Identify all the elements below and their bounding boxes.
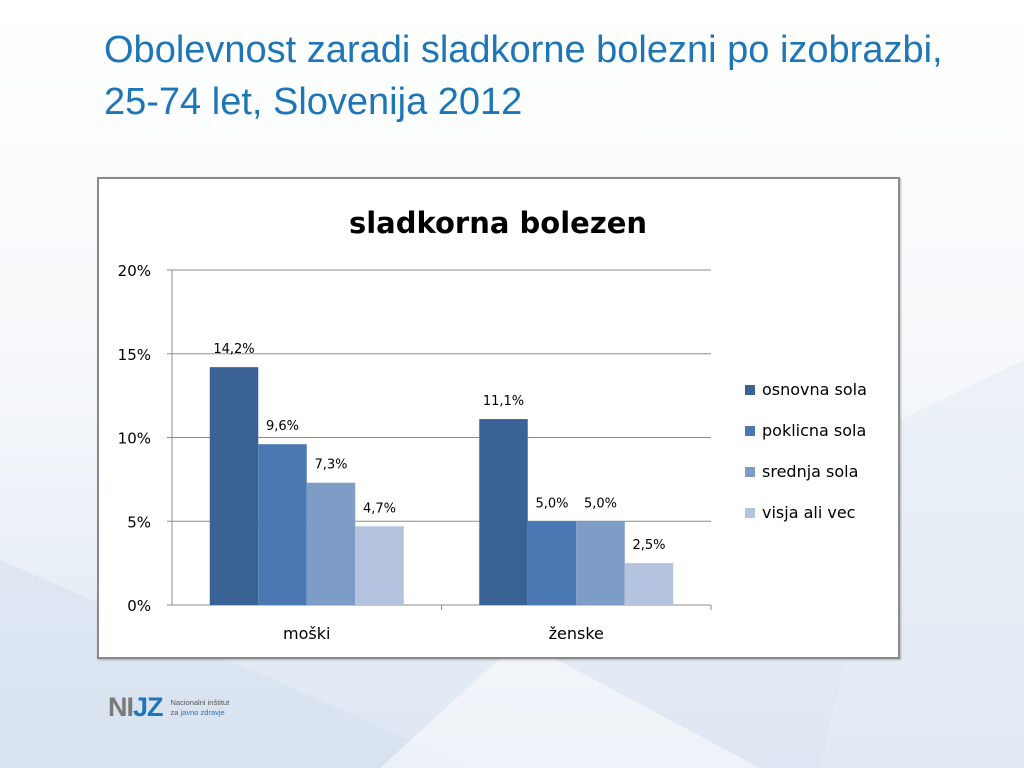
y-tick-label: 5% (127, 513, 151, 531)
y-axis-ticks: 0% 5% 10% 15% 20% (118, 262, 151, 615)
data-label: 2,5% (632, 538, 665, 553)
legend-swatch (745, 426, 755, 436)
legend-label: visja ali vec (762, 503, 855, 522)
legend-swatch (745, 385, 755, 395)
bar (258, 444, 307, 605)
bar (209, 367, 259, 605)
data-label: 5,0% (535, 496, 568, 511)
y-tick-label: 10% (118, 430, 151, 448)
bars (209, 367, 674, 605)
x-category-label: moški (283, 624, 330, 643)
data-label: 7,3% (314, 458, 347, 473)
logo-line-1: Nacionalni inštitut (170, 697, 230, 707)
bar (624, 563, 674, 605)
y-tick-label: 20% (118, 262, 151, 280)
bar (355, 526, 404, 605)
data-label: 4,7% (363, 501, 396, 516)
chart-title: sladkorna bolezen (349, 206, 647, 240)
legend-swatch (745, 467, 755, 477)
logo-mark-left: NI (108, 692, 134, 722)
bar (306, 482, 356, 605)
x-category-label: ženske (549, 624, 604, 643)
logo-mark: NIJZ (108, 692, 163, 723)
chart-frame: 0% 5% 10% 15% 20% 14,2% 9,6% 7,3% 4,7% 11,1% 5,0%… (97, 177, 900, 659)
legend-swatch (745, 508, 755, 518)
bar-chart: 0% 5% 10% 15% 20% 14,2% 9,6% 7,3% 4,7% 11,1% 5,0%… (118, 206, 867, 643)
data-label: 5,0% (584, 496, 617, 511)
nijz-logo: NIJZ Nacionalni inštitut za javno zdravj… (108, 692, 229, 723)
x-axis-categories: moški ženske (283, 624, 604, 643)
logo-mark-right: JZ (133, 692, 163, 722)
slide-title: Obolevnost zaradi sladkorne bolezni po i… (104, 29, 943, 123)
legend-label: osnovna sola (762, 380, 867, 399)
y-tick-label: 0% (127, 597, 151, 615)
legend-label: srednja sola (762, 462, 858, 481)
data-label: 11,1% (483, 394, 524, 409)
logo-line-2b: javno zdravje (180, 707, 225, 717)
data-label: 14,2% (213, 342, 254, 357)
logo-text: Nacionalni inštitut za javno zdravje (171, 698, 230, 718)
bar (576, 521, 625, 605)
data-label: 9,6% (266, 419, 299, 434)
logo-line-2a: za (170, 707, 181, 717)
y-tick-label: 15% (118, 346, 151, 364)
legend-label: poklicna sola (762, 421, 866, 440)
legend: osnovna sola poklicna sola srednja sola vis… (745, 380, 867, 522)
bar (479, 419, 528, 605)
data-labels: 14,2% 9,6% 7,3% 4,7% 11,1% 5,0% 5,0% 2,5% (213, 342, 665, 553)
bar (527, 521, 577, 605)
